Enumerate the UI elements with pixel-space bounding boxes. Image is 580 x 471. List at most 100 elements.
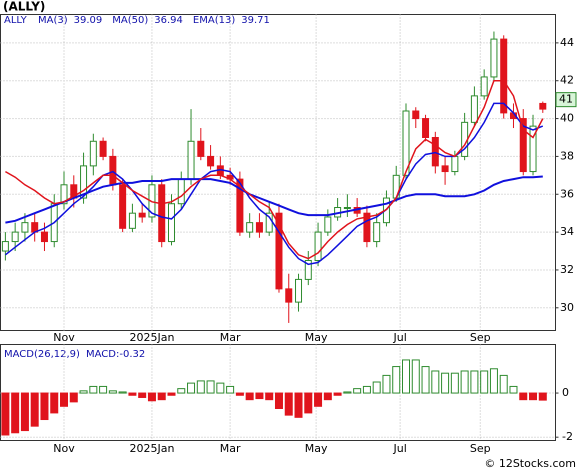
candle-body <box>402 110 410 176</box>
candle-body <box>519 118 527 173</box>
candle-body <box>40 231 48 243</box>
macd-frame <box>0 344 556 441</box>
macd-bar <box>323 392 332 401</box>
chart-title: (ALLY) <box>3 0 45 14</box>
y-tick-label: 30 <box>560 301 574 314</box>
legend-name: EMA(13) <box>193 15 235 26</box>
candle-body <box>255 222 263 233</box>
macd-bar <box>11 392 20 434</box>
macd-bar <box>499 374 508 394</box>
candle-body <box>197 140 205 157</box>
y-tick-label: 42 <box>560 74 574 87</box>
macd-bar <box>431 370 440 394</box>
x-tick-label: May <box>305 442 328 455</box>
x-tick-label: Jul <box>392 442 406 455</box>
macd-bar <box>206 380 215 394</box>
candle-body <box>177 178 185 205</box>
macd-bar <box>138 392 147 398</box>
macd-bar <box>304 392 313 414</box>
macd-bar <box>392 366 401 394</box>
macd-bar <box>196 380 205 394</box>
x-tick-label: May <box>305 331 328 344</box>
candle-body <box>80 165 88 199</box>
macd-bar <box>284 392 293 416</box>
macd-bar <box>480 370 489 394</box>
legend-symbol: ALLY <box>4 15 28 26</box>
macd-bar <box>226 385 235 394</box>
y-tick-label: 40 <box>560 112 574 125</box>
x-tick-label: Nov <box>53 442 75 455</box>
candle-body <box>539 102 547 110</box>
candle-body <box>167 203 175 243</box>
macd-bar <box>187 382 196 394</box>
macd-bar <box>50 392 59 414</box>
legend-value: 39.71 <box>241 15 270 26</box>
candle-body <box>158 184 166 243</box>
macd-bar <box>460 370 469 394</box>
x-tick-label: 2025Jan <box>129 331 174 344</box>
candle-body <box>304 259 312 280</box>
ma-line <box>5 79 544 260</box>
macd-bar <box>421 366 430 394</box>
macd-bar <box>402 359 411 394</box>
candle-body <box>490 38 498 78</box>
price-frame <box>0 14 556 331</box>
candle-body <box>441 165 449 173</box>
candle-body <box>236 178 244 233</box>
macd-bar <box>294 392 303 418</box>
macd-bar <box>20 392 29 432</box>
candle-body <box>431 136 439 167</box>
macd-bar <box>343 391 352 394</box>
candle-body <box>275 212 283 290</box>
candle-body <box>529 125 537 173</box>
macd-bar <box>372 381 381 394</box>
ma-line <box>5 175 543 224</box>
candle-body <box>109 155 117 186</box>
y-tick-label: 32 <box>560 263 574 276</box>
candle-body <box>89 140 97 167</box>
macd-bar <box>108 390 117 394</box>
macd-bar <box>167 392 176 396</box>
y-tick-label: 34 <box>560 225 574 238</box>
macd-bar <box>245 392 254 401</box>
candle-body <box>451 155 459 173</box>
macd-bar <box>470 370 479 394</box>
macd-bar <box>99 385 108 394</box>
legend-name: MA(50) <box>112 15 148 26</box>
candle-body <box>128 212 136 229</box>
y-tick-label: 38 <box>560 149 574 162</box>
candle-body <box>373 222 381 243</box>
legend-value: 39.09 <box>74 15 103 26</box>
macd-bar <box>441 372 450 394</box>
macd-bar <box>118 391 127 394</box>
macd-bar <box>177 388 186 394</box>
candle-body <box>119 184 127 229</box>
y-tick-label: 0 <box>562 386 569 399</box>
candle-body <box>422 118 430 138</box>
macd-bar <box>265 392 274 401</box>
macd-bar <box>362 385 371 394</box>
macd-bar <box>489 368 498 394</box>
candle-body <box>187 140 195 180</box>
legend-name: MA(3) <box>38 15 68 26</box>
macd-bar <box>157 392 166 401</box>
macd-bar <box>235 392 244 396</box>
watermark: © 12Stocks.com <box>484 457 576 470</box>
y-tick-label: -2 <box>562 430 573 443</box>
legend-value: 36.94 <box>154 15 183 26</box>
macd-bar <box>529 392 538 401</box>
candle-body <box>295 278 303 303</box>
candle-body <box>11 231 19 243</box>
macd-current: MACD:-0.32 <box>86 349 145 360</box>
macd-bar <box>79 390 88 394</box>
candle-body <box>21 222 29 233</box>
candle-body <box>207 155 215 167</box>
macd-bar <box>1 392 10 436</box>
y-tick-label: 36 <box>560 187 574 200</box>
x-tick-label: Sep <box>470 442 491 455</box>
macd-bar <box>60 392 69 407</box>
macd-bar <box>69 392 78 403</box>
macd-bar <box>128 392 137 396</box>
candle-body <box>60 184 68 205</box>
